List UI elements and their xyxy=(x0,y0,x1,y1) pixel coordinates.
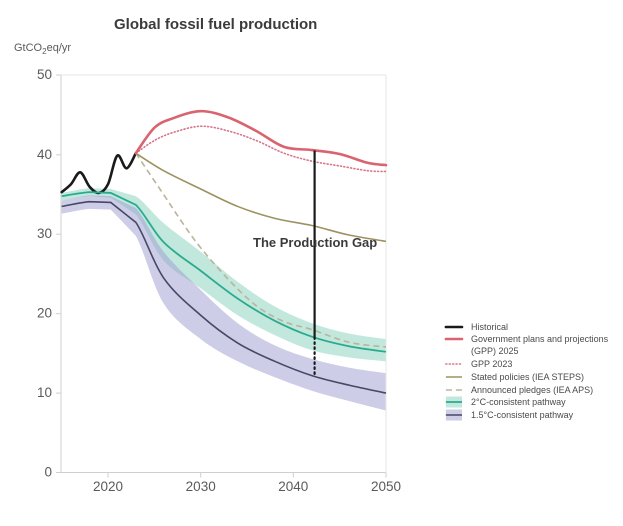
svg-text:2050: 2050 xyxy=(371,479,401,494)
svg-text:2020: 2020 xyxy=(93,479,123,494)
svg-text:0: 0 xyxy=(44,465,52,480)
svg-text:2030: 2030 xyxy=(186,479,216,494)
svg-text:50: 50 xyxy=(37,67,52,82)
svg-text:2°C-consistent pathway: 2°C-consistent pathway xyxy=(471,397,566,407)
svg-text:Government plans and projectio: Government plans and projections xyxy=(471,334,609,344)
svg-text:10: 10 xyxy=(37,385,52,400)
svg-text:Stated policies (IEA STEPS): Stated policies (IEA STEPS) xyxy=(471,372,584,382)
svg-text:Announced pledges (IEA APS): Announced pledges (IEA APS) xyxy=(471,385,593,395)
svg-text:1.5°C-consistent pathway: 1.5°C-consistent pathway xyxy=(471,410,574,420)
svg-text:30: 30 xyxy=(37,226,52,241)
svg-text:(GPP) 2025: (GPP) 2025 xyxy=(471,346,519,356)
svg-text:GPP 2023: GPP 2023 xyxy=(471,359,512,369)
svg-text:Historical: Historical xyxy=(471,322,508,332)
svg-text:2040: 2040 xyxy=(278,479,308,494)
svg-text:20: 20 xyxy=(37,306,52,321)
svg-text:The Production Gap: The Production Gap xyxy=(253,235,377,250)
svg-text:40: 40 xyxy=(37,147,52,162)
